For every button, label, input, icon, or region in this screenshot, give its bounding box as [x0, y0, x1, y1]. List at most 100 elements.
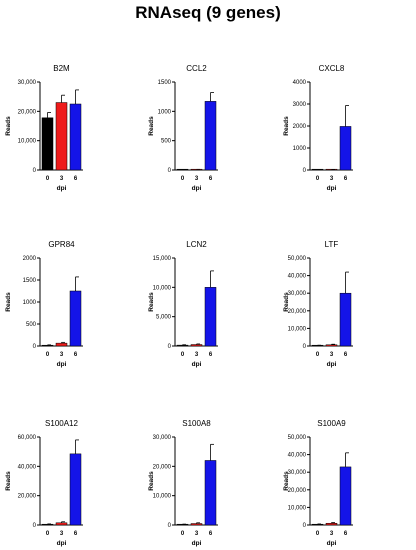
y-tick-label: 500 [161, 139, 172, 145]
x-tick-label: 3 [60, 176, 64, 182]
y-tick-label: 5,000 [156, 315, 172, 321]
x-tick-label: 0 [181, 352, 185, 358]
x-axis-label: dpi [192, 185, 202, 192]
y-tick-label: 50,000 [288, 256, 307, 262]
gene-title: LCN2 [186, 240, 207, 249]
y-tick-label: 3000 [293, 102, 307, 108]
y-tick-label: 15,000 [153, 256, 172, 262]
bar-day-3 [325, 522, 338, 526]
y-tick-label: 0 [303, 344, 307, 350]
y-tick-label: 30,000 [153, 435, 172, 441]
y-tick-label: 20,000 [288, 488, 307, 494]
x-tick-label: 3 [195, 531, 199, 537]
x-tick-label: 3 [330, 531, 334, 537]
y-tick-label: 30,000 [288, 470, 307, 476]
x-axis-label: dpi [327, 361, 337, 368]
y-tick-label: 10,000 [153, 285, 172, 291]
x-tick-label: 6 [74, 352, 78, 358]
gene-title: CCL2 [186, 64, 207, 73]
x-tick-label: 6 [344, 352, 348, 358]
x-tick-label: 6 [344, 176, 348, 182]
x-tick-label: 3 [195, 176, 199, 182]
y-axis-label: Reads [5, 116, 12, 136]
y-tick-label: 1500 [23, 278, 37, 284]
y-tick-label: 10,000 [288, 505, 307, 511]
x-axis-label: dpi [57, 540, 67, 547]
y-tick-label: 0 [168, 344, 172, 350]
y-tick-label: 0 [303, 168, 307, 174]
x-tick-label: 0 [46, 176, 50, 182]
y-axis-label: Reads [283, 471, 290, 491]
x-tick-label: 6 [344, 531, 348, 537]
y-tick-label: 20,000 [288, 309, 307, 315]
y-axis-label: Reads [148, 292, 155, 312]
page-title: RNAseq (9 genes) [135, 3, 281, 22]
bar-day-6 [339, 466, 352, 526]
y-tick-label: 20,000 [18, 494, 37, 500]
x-tick-label: 3 [60, 352, 64, 358]
gene-title: S100A9 [317, 419, 346, 428]
x-tick-label: 0 [316, 176, 320, 182]
y-tick-label: 10,000 [153, 494, 172, 500]
y-tick-label: 30,000 [288, 291, 307, 297]
y-tick-label: 500 [26, 322, 37, 328]
y-axis-label: Reads [5, 471, 12, 491]
y-tick-label: 0 [33, 344, 37, 350]
y-tick-label: 1000 [158, 109, 172, 115]
y-tick-label: 1500 [158, 80, 172, 86]
y-axis-label: Reads [283, 116, 290, 136]
x-tick-label: 0 [316, 531, 320, 537]
x-axis-label: dpi [327, 185, 337, 192]
gene-title: LTF [325, 240, 339, 249]
y-tick-label: 40,000 [288, 453, 307, 459]
gene-title: CXCL8 [319, 64, 345, 73]
x-tick-label: 6 [209, 176, 213, 182]
y-tick-label: 1000 [293, 146, 307, 152]
x-tick-label: 0 [181, 531, 185, 537]
gene-title: GPR84 [48, 240, 75, 249]
x-tick-label: 6 [209, 352, 213, 358]
y-tick-label: 1000 [23, 300, 37, 306]
y-tick-label: 0 [168, 168, 172, 174]
y-tick-label: 40,000 [18, 464, 37, 470]
y-tick-label: 2000 [23, 256, 37, 262]
y-tick-label: 50,000 [288, 435, 307, 441]
x-tick-label: 0 [46, 352, 50, 358]
y-tick-label: 60,000 [18, 435, 37, 441]
y-tick-label: 4000 [293, 80, 307, 86]
x-tick-label: 0 [316, 352, 320, 358]
x-axis-label: dpi [192, 361, 202, 368]
y-tick-label: 0 [33, 523, 37, 529]
x-axis-label: dpi [57, 185, 67, 192]
x-axis-label: dpi [327, 540, 337, 547]
x-tick-label: 6 [74, 176, 78, 182]
y-tick-label: 0 [168, 523, 172, 529]
y-tick-label: 10,000 [18, 139, 37, 145]
gene-title: B2M [53, 64, 70, 73]
x-tick-label: 0 [181, 176, 185, 182]
gene-title: S100A8 [182, 419, 211, 428]
x-tick-label: 3 [330, 176, 334, 182]
x-tick-label: 6 [74, 531, 78, 537]
x-tick-label: 3 [195, 352, 199, 358]
x-axis-label: dpi [57, 361, 67, 368]
y-tick-label: 0 [33, 168, 37, 174]
y-axis-label: Reads [148, 471, 155, 491]
x-tick-label: 0 [46, 531, 50, 537]
y-tick-label: 40,000 [288, 274, 307, 280]
y-tick-label: 20,000 [153, 464, 172, 470]
x-axis-label: dpi [192, 540, 202, 547]
y-axis-label: Reads [283, 292, 290, 312]
y-tick-label: 0 [303, 523, 307, 529]
x-tick-label: 3 [60, 531, 64, 537]
